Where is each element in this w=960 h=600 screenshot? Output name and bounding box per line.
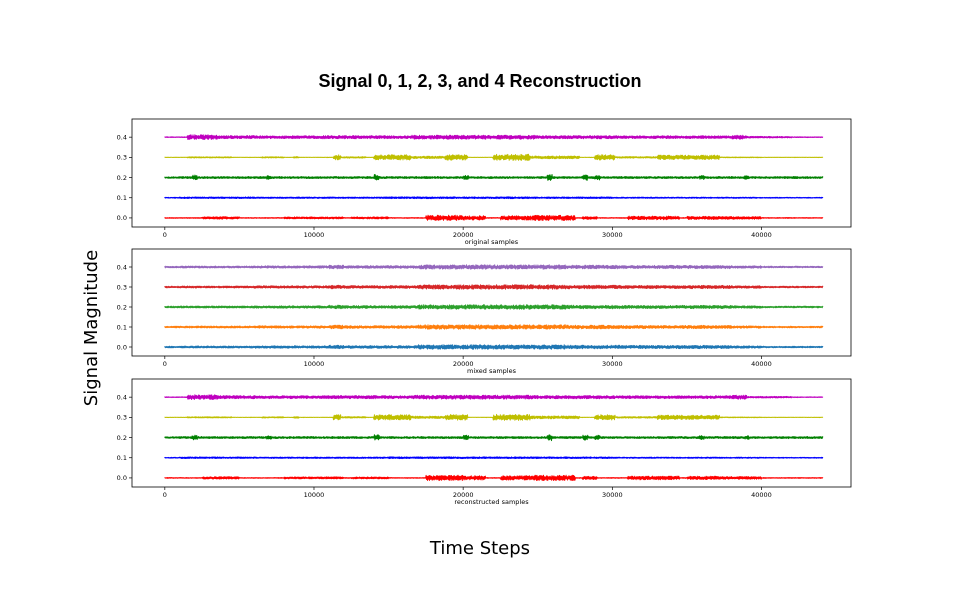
x-tick-label: 30000	[602, 491, 623, 499]
series-line-0.4	[165, 395, 823, 400]
x-tick-label: 10000	[304, 231, 325, 239]
y-tick-label: 0.3	[117, 154, 127, 162]
x-tick-label: 0	[163, 360, 167, 368]
series-line-0.4	[165, 135, 823, 140]
x-tick-label: 0	[163, 491, 167, 499]
x-tick-label: 10000	[304, 360, 325, 368]
figure-title: Signal 0, 1, 2, 3, and 4 Reconstruction	[318, 71, 641, 91]
series-line-0.0	[165, 345, 823, 349]
y-tick-label: 0.2	[117, 434, 127, 442]
y-tick-label: 0.1	[117, 454, 127, 462]
figure-ylabel: Signal Magnitude	[81, 250, 102, 406]
y-tick-label: 0.2	[117, 303, 127, 311]
y-tick-label: 0.2	[117, 174, 127, 182]
series-line-0.0	[165, 215, 823, 220]
subplot-1: 0.00.10.20.30.40 10000 20000 30000 40000orig…	[117, 119, 851, 246]
axes-frame	[132, 379, 851, 487]
series-line-0.2	[165, 305, 823, 309]
series-line-0.4	[165, 265, 823, 269]
x-tick-label: 40000	[751, 231, 772, 239]
y-tick-label: 0.4	[117, 393, 127, 401]
series-line-0.1	[165, 457, 823, 459]
subplot-xlabel: mixed samples	[467, 367, 517, 375]
figure-xlabel: Time Steps	[429, 538, 530, 559]
series-line-0.2	[165, 435, 823, 441]
y-tick-label: 0.3	[117, 414, 127, 422]
subplot-xlabel: original samples	[465, 238, 519, 246]
series-line-0.0	[165, 475, 823, 480]
x-tick-label: 30000	[602, 360, 623, 368]
x-tick-label: 40000	[751, 491, 772, 499]
series-line-0.1	[165, 197, 823, 199]
y-tick-label: 0.3	[117, 283, 127, 291]
series-line-0.3	[165, 414, 823, 420]
axes-frame	[132, 249, 851, 356]
series-line-0.3	[165, 154, 823, 160]
y-tick-label: 0.0	[117, 214, 127, 222]
x-tick-label: 30000	[602, 231, 623, 239]
y-tick-label: 0.1	[117, 323, 127, 331]
x-tick-label: 0	[163, 231, 167, 239]
x-tick-label: 40000	[751, 360, 772, 368]
series-line-0.3	[165, 285, 823, 289]
y-tick-label: 0.4	[117, 133, 127, 141]
y-tick-label: 0.4	[117, 263, 127, 271]
x-tick-label: 10000	[304, 491, 325, 499]
subplot-3: 0.00.10.20.30.40 10000 20000 30000 40000reco…	[117, 379, 851, 506]
y-tick-label: 0.1	[117, 194, 127, 202]
y-tick-label: 0.0	[117, 474, 127, 482]
subplot-xlabel: reconstructed samples	[454, 498, 529, 506]
y-tick-label: 0.0	[117, 343, 127, 351]
series-line-0.1	[165, 325, 823, 329]
series-line-0.2	[165, 175, 823, 181]
subplot-2: 0.00.10.20.30.40 10000 20000 30000 40000mixe…	[117, 249, 851, 375]
